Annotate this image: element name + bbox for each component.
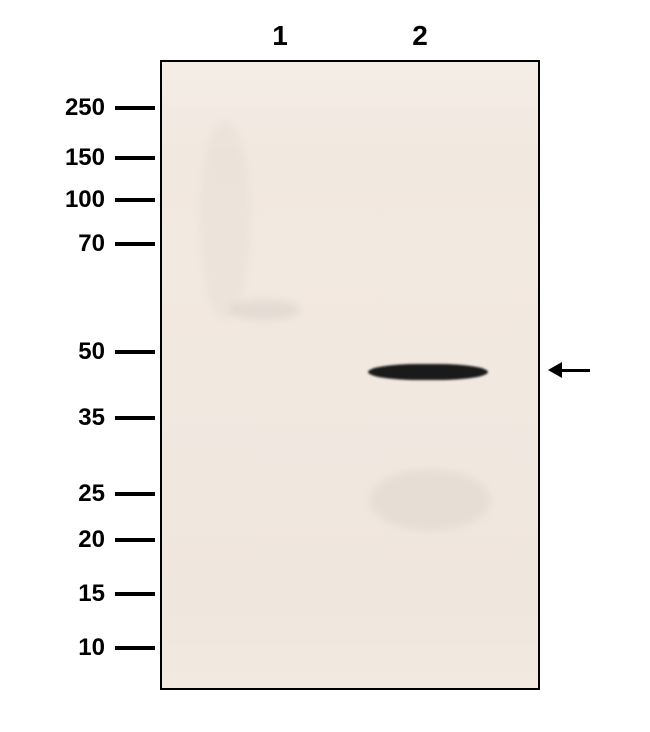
smudge-1: [370, 470, 490, 530]
mw-tick-100: [115, 198, 155, 202]
smudge-2: [200, 120, 250, 320]
mw-label-100: 100: [35, 186, 105, 214]
mw-label-35: 35: [35, 404, 105, 432]
mw-label-10: 10: [35, 634, 105, 662]
smudge-0: [230, 300, 300, 320]
band-lane2: [368, 364, 488, 380]
mw-tick-150: [115, 156, 155, 160]
mw-tick-20: [115, 538, 155, 542]
mw-label-250: 250: [35, 94, 105, 122]
mw-tick-70: [115, 242, 155, 246]
mw-label-150: 150: [35, 144, 105, 172]
mw-label-70: 70: [35, 230, 105, 258]
mw-label-50: 50: [35, 338, 105, 366]
lane-label-1: 1: [260, 20, 300, 52]
mw-tick-35: [115, 416, 155, 420]
blot-figure: 1 2 250 150 100 70 50 35 25 20 15 10: [0, 0, 650, 732]
mw-tick-15: [115, 592, 155, 596]
lane-label-2: 2: [400, 20, 440, 52]
mw-tick-10: [115, 646, 155, 650]
mw-label-20: 20: [35, 526, 105, 554]
mw-tick-50: [115, 350, 155, 354]
mw-tick-25: [115, 492, 155, 496]
mw-label-25: 25: [35, 480, 105, 508]
mw-label-15: 15: [35, 580, 105, 608]
target-arrow-line: [556, 369, 590, 372]
mw-tick-250: [115, 106, 155, 110]
